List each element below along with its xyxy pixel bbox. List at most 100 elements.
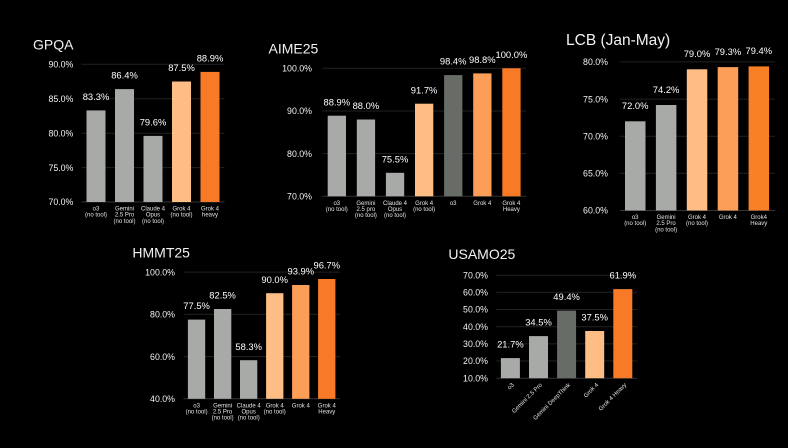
svg-text:(no tool): (no tool) [413, 207, 435, 213]
svg-text:USAMO25: USAMO25 [448, 246, 515, 262]
svg-text:98.4%: 98.4% [440, 56, 467, 67]
svg-text:GPQA: GPQA [33, 37, 74, 53]
svg-text:Heavy: Heavy [318, 410, 335, 416]
svg-text:Claude 4: Claude 4 [237, 403, 262, 409]
svg-text:65.0%: 65.0% [583, 169, 608, 179]
svg-text:79.4%: 79.4% [746, 45, 773, 56]
svg-text:50.0%: 50.0% [463, 305, 488, 315]
svg-text:(no tool): (no tool) [142, 219, 164, 225]
svg-text:(no tool): (no tool) [238, 416, 260, 422]
svg-text:87.5%: 87.5% [168, 62, 195, 73]
svg-text:o3: o3 [93, 207, 100, 213]
svg-text:37.5%: 37.5% [581, 312, 608, 323]
svg-text:80.0%: 80.0% [48, 128, 73, 138]
svg-text:(no tool): (no tool) [170, 213, 192, 219]
svg-text:Gemini: Gemini [213, 403, 232, 409]
svg-text:o3: o3 [507, 382, 516, 391]
svg-text:60.0%: 60.0% [150, 352, 175, 362]
svg-text:(no tool): (no tool) [212, 416, 234, 422]
svg-text:Grok 4: Grok 4 [688, 215, 707, 221]
svg-text:(no tool): (no tool) [655, 227, 677, 233]
svg-text:AIME25: AIME25 [269, 41, 319, 57]
svg-text:o3: o3 [193, 403, 200, 409]
svg-text:98.8%: 98.8% [469, 54, 496, 65]
svg-text:88.9%: 88.9% [197, 53, 224, 64]
svg-text:61.9%: 61.9% [610, 270, 637, 281]
svg-text:o3: o3 [333, 201, 340, 207]
svg-text:30.0%: 30.0% [463, 339, 488, 349]
svg-text:HMMT25: HMMT25 [132, 245, 190, 261]
svg-text:70.0%: 70.0% [583, 131, 608, 141]
svg-text:80.0%: 80.0% [287, 149, 312, 159]
svg-text:83.3%: 83.3% [83, 91, 110, 102]
svg-text:Grok 4: Grok 4 [172, 207, 191, 213]
svg-text:88.9%: 88.9% [324, 96, 351, 107]
svg-text:o3: o3 [450, 201, 457, 207]
svg-text:Grok 4: Grok 4 [292, 403, 311, 409]
svg-text:91.7%: 91.7% [411, 84, 438, 95]
svg-text:Heavy: Heavy [750, 221, 767, 227]
svg-text:(no tool): (no tool) [355, 213, 377, 219]
svg-text:2.5 Pro: 2.5 Pro [213, 410, 233, 416]
svg-text:40.0%: 40.0% [150, 394, 175, 404]
svg-text:74.2%: 74.2% [653, 84, 680, 95]
svg-text:Opus: Opus [242, 410, 256, 416]
svg-text:60.0%: 60.0% [583, 206, 608, 216]
svg-text:2.5 pro: 2.5 pro [357, 207, 376, 213]
svg-text:Grok4: Grok4 [751, 215, 768, 221]
svg-text:90.0%: 90.0% [48, 60, 73, 70]
svg-text:Gemini: Gemini [115, 207, 134, 213]
svg-text:90.0%: 90.0% [261, 274, 288, 285]
svg-text:79.3%: 79.3% [715, 46, 742, 57]
svg-text:Grok 4: Grok 4 [201, 207, 220, 213]
svg-text:Heavy: Heavy [503, 207, 520, 213]
svg-text:Claude 4: Claude 4 [141, 207, 166, 213]
svg-text:Grok 4: Grok 4 [473, 201, 492, 207]
svg-text:(no tool): (no tool) [113, 219, 135, 225]
svg-text:58.3%: 58.3% [235, 341, 262, 352]
svg-text:100.0%: 100.0% [145, 267, 175, 277]
svg-text:(no tool): (no tool) [85, 213, 107, 219]
svg-text:100.0%: 100.0% [496, 49, 528, 60]
svg-text:Grok 4: Grok 4 [415, 201, 434, 207]
svg-text:21.7%: 21.7% [497, 339, 524, 350]
svg-text:o3: o3 [632, 215, 639, 221]
svg-text:34.5%: 34.5% [525, 317, 552, 328]
svg-text:Gemini: Gemini [356, 201, 375, 207]
svg-text:93.9%: 93.9% [288, 266, 315, 277]
svg-text:40.0%: 40.0% [463, 322, 488, 332]
svg-text:20.0%: 20.0% [463, 356, 488, 366]
svg-text:75.0%: 75.0% [583, 94, 608, 104]
svg-text:(no tool): (no tool) [624, 221, 646, 227]
svg-text:LCB (Jan-May): LCB (Jan-May) [566, 32, 670, 49]
svg-text:80.0%: 80.0% [583, 57, 608, 67]
svg-text:60.0%: 60.0% [463, 288, 488, 298]
svg-text:(no tool): (no tool) [186, 410, 208, 416]
svg-text:Grok 4: Grok 4 [266, 403, 285, 409]
svg-text:79.0%: 79.0% [684, 48, 711, 59]
svg-text:Grok 4: Grok 4 [318, 403, 337, 409]
svg-text:Grok 4: Grok 4 [502, 201, 521, 207]
svg-text:82.5%: 82.5% [209, 290, 236, 301]
svg-text:88.0%: 88.0% [353, 100, 380, 111]
svg-text:100.0%: 100.0% [282, 64, 312, 74]
svg-text:90.0%: 90.0% [287, 106, 312, 116]
svg-text:86.4%: 86.4% [111, 70, 138, 81]
svg-text:Gemini: Gemini [657, 215, 676, 221]
svg-text:75.5%: 75.5% [382, 153, 409, 164]
svg-text:Opus: Opus [388, 207, 402, 213]
svg-text:77.5%: 77.5% [183, 300, 210, 311]
svg-text:heavy: heavy [202, 213, 218, 219]
svg-text:49.4%: 49.4% [553, 291, 580, 302]
svg-text:70.0%: 70.0% [463, 270, 488, 280]
svg-text:85.0%: 85.0% [48, 94, 73, 104]
svg-text:Grok 4: Grok 4 [719, 215, 738, 221]
svg-text:2.5 Pro: 2.5 Pro [115, 213, 135, 219]
svg-text:(no tool): (no tool) [686, 221, 708, 227]
svg-text:96.7%: 96.7% [314, 260, 341, 271]
svg-text:(no tool): (no tool) [384, 213, 406, 219]
svg-text:2.5 Pro: 2.5 Pro [656, 221, 676, 227]
svg-text:Claude 4: Claude 4 [383, 201, 408, 207]
svg-text:(no tool): (no tool) [326, 207, 348, 213]
svg-text:75.0%: 75.0% [48, 163, 73, 173]
